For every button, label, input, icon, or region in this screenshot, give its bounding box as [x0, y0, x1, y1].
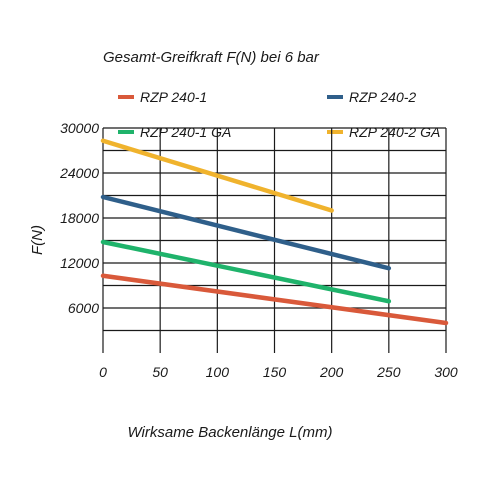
legend-item: RZP 240-2 — [327, 89, 416, 105]
y-tick-label: 12000 — [60, 255, 99, 271]
series-line-rzp-240-2 — [100, 194, 392, 271]
legend-label-rzp-240-2: RZP 240-2 — [349, 89, 416, 105]
y-axis-label: F(N) — [29, 225, 46, 255]
legend: RZP 240-1 RZP 240-2 RZP 240-1 GA RZP 240… — [118, 89, 440, 140]
x-axis-ticks: 0 50 100 150 200 250 300 — [99, 364, 458, 380]
series-line-rzp-240-2-ga — [100, 138, 334, 213]
legend-item: RZP 240-2 GA — [327, 124, 440, 140]
chart-title: Gesamt-Greifkraft F(N) bei 6 bar — [103, 49, 320, 66]
x-axis-label: Wirksame Backenlänge L(mm) — [128, 424, 333, 441]
x-tick-label: 150 — [263, 364, 287, 380]
y-axis-ticks: 6000 12000 18000 24000 30000 — [59, 120, 99, 316]
y-tick-label: 6000 — [68, 300, 99, 316]
series-line-rzp-240-1-ga — [100, 239, 392, 304]
x-tick-label: 250 — [376, 364, 401, 380]
x-tick-label: 200 — [319, 364, 344, 380]
y-tick-label: 24000 — [59, 165, 99, 181]
series-line-rzp-240-1 — [100, 273, 449, 326]
x-tick-label: 100 — [206, 364, 230, 380]
legend-label-rzp-240-1: RZP 240-1 — [140, 89, 207, 105]
series-lines — [100, 138, 449, 326]
y-tick-label: 30000 — [60, 120, 99, 136]
x-tick-label: 50 — [152, 364, 168, 380]
x-tick-label: 300 — [434, 364, 458, 380]
legend-item: RZP 240-1 — [118, 89, 207, 105]
y-tick-label: 18000 — [60, 210, 99, 226]
legend-label-rzp-240-2-ga: RZP 240-2 GA — [349, 124, 440, 140]
x-tick-label: 0 — [99, 364, 107, 380]
legend-item: RZP 240-1 GA — [118, 124, 231, 140]
